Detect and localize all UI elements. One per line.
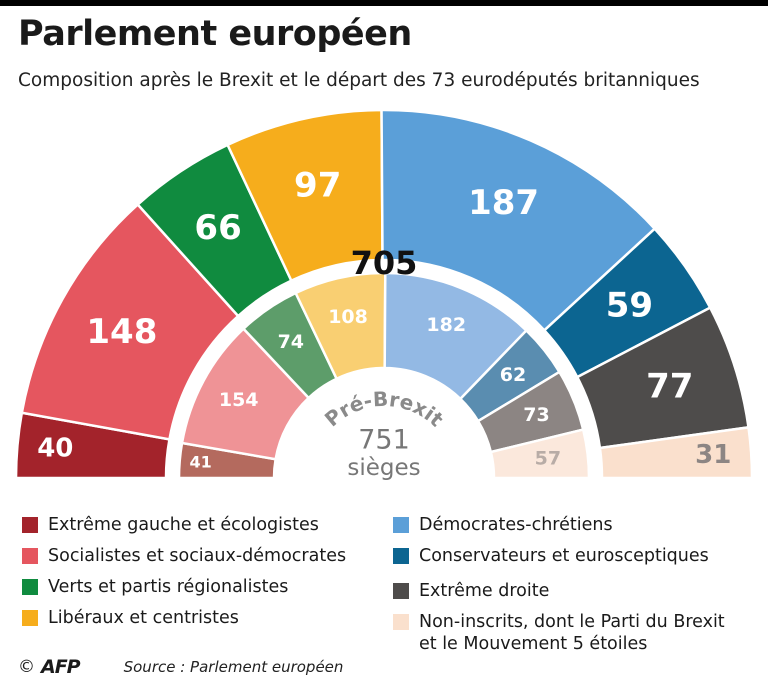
pre-value-democrates-chretiens: 182 xyxy=(426,314,466,336)
post-value-liberaux-et-centristes: 97 xyxy=(294,165,341,205)
pre-value-liberaux-et-centristes: 108 xyxy=(328,306,368,328)
legend-swatch xyxy=(393,548,409,564)
legend-swatch xyxy=(22,610,38,626)
legend-swatch xyxy=(393,517,409,533)
post-value-extreme-gauche-et-ecologistes: 40 xyxy=(37,434,73,464)
legend-label-line2: et le Mouvement 5 étoiles xyxy=(419,634,648,654)
afp-logo: AFP xyxy=(41,656,81,678)
pre-brexit-total: 751 xyxy=(358,425,410,456)
legend-label: Extrême droite xyxy=(419,581,550,601)
legend-swatch xyxy=(22,548,38,564)
legend-item-non-inscrits: Non-inscrits, dont le Parti du Brexit et… xyxy=(393,611,725,655)
legend-item-extreme-gauche: Extrême gauche et écologistes xyxy=(22,514,319,536)
pre-segment-non-inscrits-dont-le-parti-du-br xyxy=(489,428,591,480)
post-brexit-total: 705 xyxy=(351,244,418,282)
pre-value-conservateurs-et-eurosceptiques: 62 xyxy=(500,364,526,386)
legend-swatch xyxy=(22,579,38,595)
legend-item-democrates-chretiens: Démocrates-chrétiens xyxy=(393,514,613,536)
legend-item-socialistes: Socialistes et sociaux-démocrates xyxy=(22,545,346,567)
pre-value-extreme-gauche-et-ecologistes: 41 xyxy=(190,453,212,472)
pre-value-extreme-droite: 73 xyxy=(523,404,549,426)
pre-value-non-inscrits-dont-le-parti-du-br: 57 xyxy=(535,447,561,469)
post-value-extreme-droite: 77 xyxy=(646,367,693,407)
pre-value-socialistes-et-sociaux-democrate: 154 xyxy=(219,389,259,411)
post-value-socialistes-et-sociaux-democrate: 148 xyxy=(86,312,157,352)
page-subtitle: Composition après le Brexit et le départ… xyxy=(18,70,700,91)
page-title: Parlement européen xyxy=(18,14,412,54)
post-value-verts-et-partis-regionalistes: 66 xyxy=(194,208,241,248)
pre-brexit-unit: sièges xyxy=(347,455,420,481)
legend-swatch xyxy=(393,614,409,630)
legend-label: Socialistes et sociaux-démocrates xyxy=(48,546,347,566)
legend-swatch xyxy=(393,583,409,599)
legend-item-liberaux: Libéraux et centristes xyxy=(22,607,239,629)
top-bar xyxy=(0,0,768,6)
legend-label: Conservateurs et eurosceptiques xyxy=(419,546,709,566)
post-segment-democrates-chretiens xyxy=(380,108,657,333)
pre-brexit-ring: 41 154 74 108 182 62 73 57 xyxy=(177,271,591,480)
legend-label: Démocrates-chrétiens xyxy=(419,515,613,535)
post-value-democrates-chretiens: 187 xyxy=(468,183,539,223)
source-text: Source : Parlement européen xyxy=(123,658,344,676)
legend-item-extreme-droite: Extrême droite xyxy=(393,580,549,602)
pre-value-verts-et-partis-regionalistes: 74 xyxy=(278,331,304,353)
legend-item-verts: Verts et partis régionalistes xyxy=(22,576,288,598)
legend-label: Verts et partis régionalistes xyxy=(48,577,289,597)
post-value-non-inscrits-dont-le-parti-du-br: 31 xyxy=(695,440,731,470)
legend-item-conservateurs: Conservateurs et eurosceptiques xyxy=(393,545,709,567)
legend-swatch xyxy=(22,517,38,533)
post-segment-non-inscrits-dont-le-parti-du-br xyxy=(598,425,754,480)
copyright-symbol: © xyxy=(18,657,35,677)
footer: © AFP Source : Parlement européen xyxy=(18,656,343,678)
legend-label: Non-inscrits, dont le Parti du Brexit xyxy=(419,612,725,632)
legend-label: Extrême gauche et écologistes xyxy=(48,515,319,535)
legend-label: Libéraux et centristes xyxy=(48,608,239,628)
post-value-conservateurs-et-eurosceptiques: 59 xyxy=(606,285,653,325)
post-brexit-ring: 40 148 66 97 187 59 77 31 xyxy=(14,108,754,480)
